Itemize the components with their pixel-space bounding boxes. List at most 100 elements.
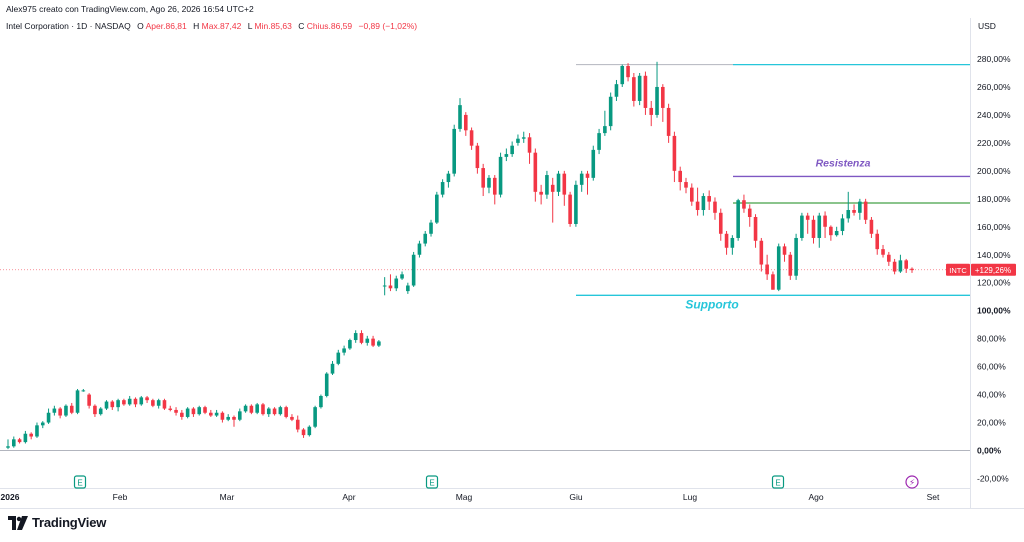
- candle-body: [782, 246, 787, 255]
- candle-body: [707, 196, 711, 202]
- candle: [533, 148, 538, 202]
- candle-body: [469, 130, 474, 146]
- candle-body: [863, 201, 868, 220]
- candle-body: [116, 400, 120, 408]
- candle-body: [353, 333, 358, 341]
- candle-body: [498, 156, 503, 195]
- candle-body: [504, 154, 509, 157]
- candle: [661, 84, 665, 122]
- candle: [730, 235, 735, 255]
- candle: [382, 277, 387, 296]
- x-tick-label: Giu: [569, 492, 583, 502]
- candle: [481, 163, 485, 197]
- tradingview-logo[interactable]: TradingView: [8, 515, 106, 530]
- candle-body: [545, 175, 549, 195]
- candle: [11, 436, 16, 448]
- candle-body: [336, 352, 341, 364]
- candle-body: [620, 65, 625, 85]
- candle: [249, 404, 254, 415]
- candle-body: [892, 261, 897, 272]
- candle: [550, 177, 555, 223]
- candle-body: [127, 398, 132, 405]
- candle-body: [881, 249, 885, 255]
- candle-body: [550, 184, 555, 192]
- candle-body: [382, 285, 387, 287]
- x-tick-label: 2026: [1, 492, 20, 502]
- candle: [406, 282, 410, 294]
- candle-body: [417, 243, 422, 255]
- candle-body: [40, 422, 45, 426]
- candle: [713, 197, 717, 220]
- x-tick-label: Lug: [683, 492, 697, 502]
- candle: [898, 254, 903, 273]
- candle-body: [759, 240, 764, 265]
- candle-body: [58, 408, 62, 416]
- candle-body: [637, 75, 642, 101]
- candle-body: [29, 433, 33, 437]
- candle-body: [771, 274, 775, 290]
- candle-body: [98, 408, 103, 415]
- x-tick-label: Set: [927, 492, 940, 502]
- tradingview-logo-icon: [8, 515, 28, 530]
- candle: [562, 170, 567, 206]
- candle: [579, 170, 584, 192]
- candle-body: [162, 400, 167, 409]
- candle-body: [174, 409, 178, 413]
- candle: [904, 258, 909, 273]
- candle-body: [661, 86, 665, 108]
- event-markers: E E E ⚡: [73, 475, 919, 489]
- candle-body: [81, 390, 86, 392]
- candle-body: [649, 107, 654, 115]
- candle-body: [232, 416, 236, 420]
- candle-body: [811, 219, 816, 238]
- candle-body: [377, 341, 381, 346]
- candle: [301, 428, 306, 438]
- currency-label[interactable]: USD: [978, 21, 996, 31]
- candle-body: [93, 405, 97, 415]
- candle: [278, 405, 283, 416]
- candle-body: [266, 408, 271, 415]
- candle: [689, 183, 694, 206]
- candle-body: [487, 177, 491, 188]
- candle-body: [11, 439, 16, 447]
- candle-body: [261, 404, 265, 415]
- candle: [394, 275, 399, 292]
- candle-body: [371, 338, 375, 346]
- candle-body: [249, 405, 254, 413]
- candle: [794, 233, 798, 280]
- candle: [52, 405, 57, 416]
- candle-body: [730, 237, 735, 248]
- candle-body: [898, 260, 903, 272]
- symbol-title[interactable]: Intel Corporation · 1D · NASDAQ: [6, 21, 131, 31]
- candle: [521, 131, 526, 143]
- candle-body: [846, 210, 851, 219]
- candle: [377, 340, 381, 348]
- candle: [701, 193, 706, 216]
- candle: [226, 414, 231, 422]
- high-label: H: [193, 21, 200, 31]
- candle-body: [69, 405, 74, 413]
- y-axis: 280,00% 260,00% 240,00% 220,00% 200,00% 180,0…: [977, 54, 1011, 483]
- candle: [243, 404, 248, 413]
- candle: [446, 170, 451, 188]
- candle: [475, 142, 480, 174]
- candle: [371, 335, 375, 348]
- candle-body: [342, 348, 346, 353]
- candle: [817, 212, 822, 248]
- candle-body: [423, 233, 428, 244]
- candle-body: [52, 408, 57, 413]
- candle-body: [678, 170, 683, 183]
- candle: [603, 110, 607, 136]
- candle: [643, 71, 648, 115]
- candle: [666, 103, 671, 143]
- candle-body: [237, 411, 242, 420]
- candle-body: [452, 128, 457, 174]
- candle: [145, 395, 149, 403]
- candle-body: [139, 397, 144, 405]
- candle: [35, 422, 39, 438]
- candle: [869, 216, 874, 238]
- candle: [98, 407, 103, 416]
- candle-body: [568, 194, 572, 224]
- candle: [846, 191, 851, 223]
